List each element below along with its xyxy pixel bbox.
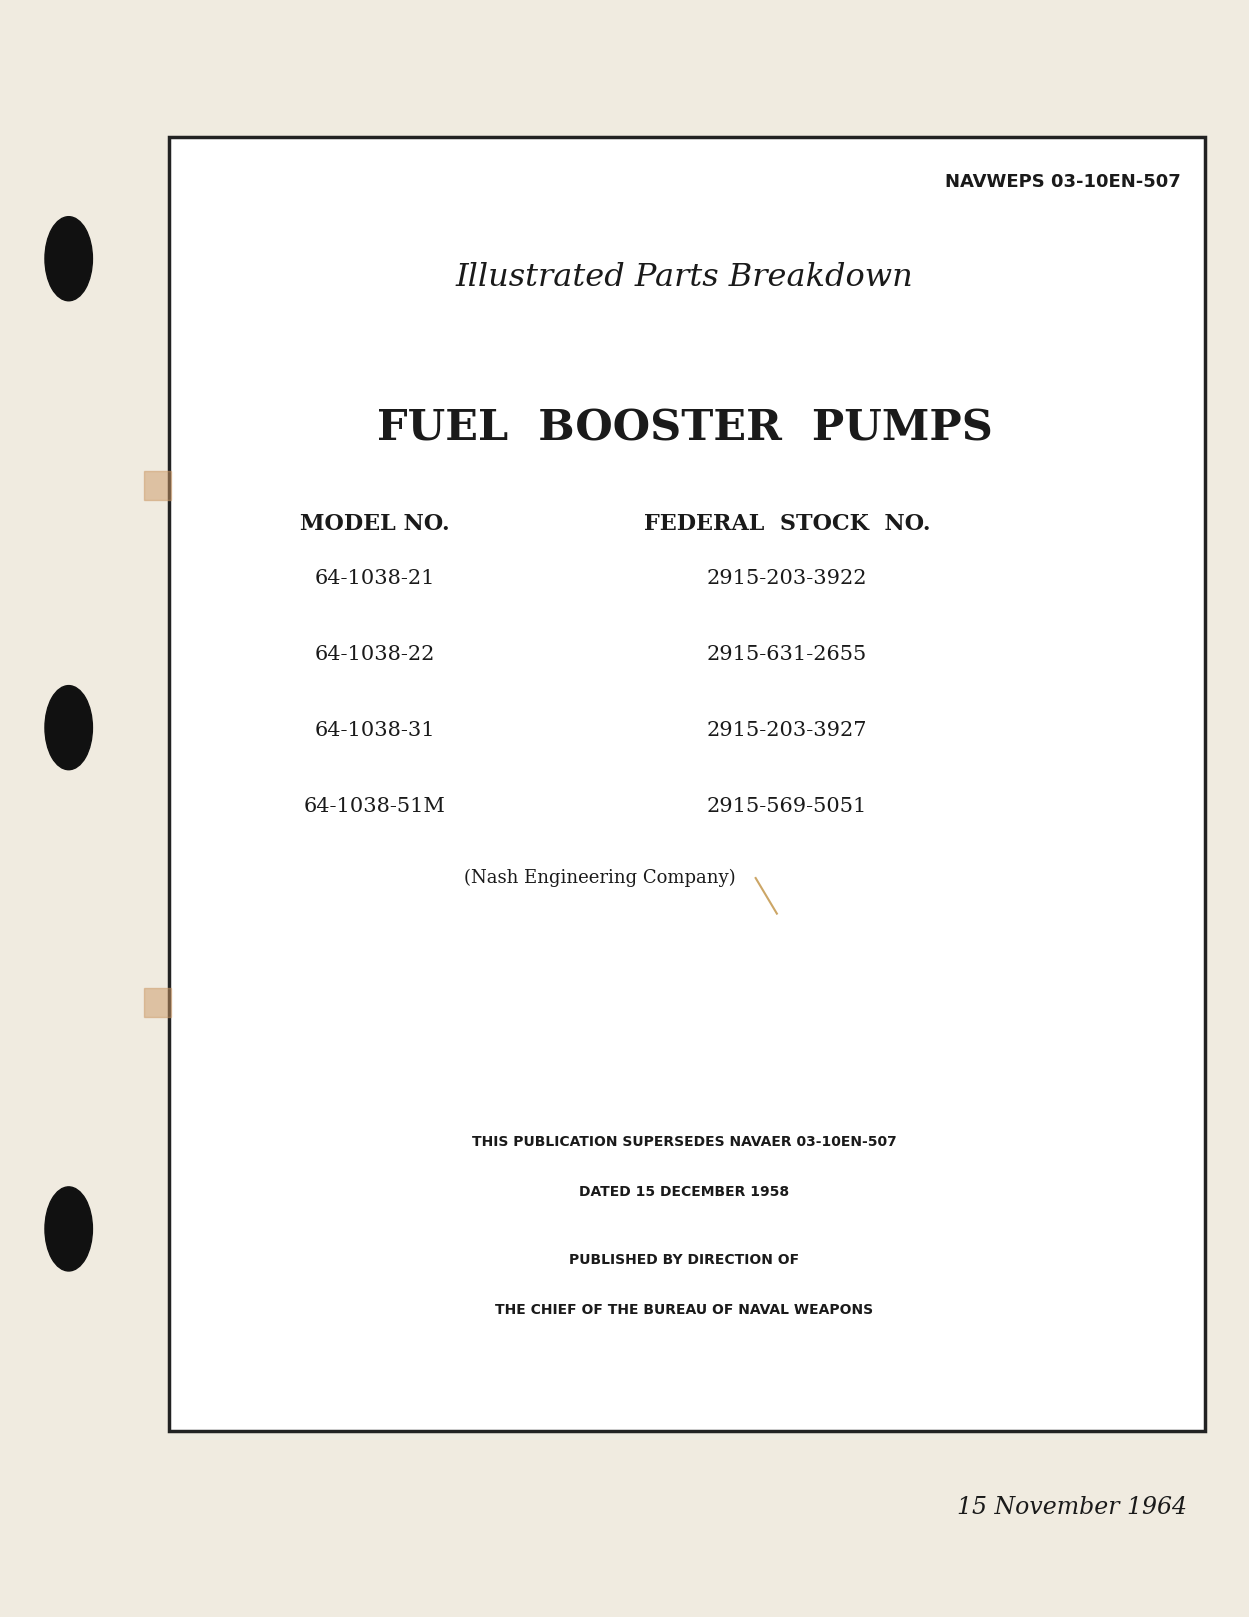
Text: THIS PUBLICATION SUPERSEDES NAVAER 03-10EN-507: THIS PUBLICATION SUPERSEDES NAVAER 03-10… (472, 1135, 897, 1150)
Text: (Nash Engineering Company): (Nash Engineering Company) (463, 868, 736, 886)
Text: DATED 15 DECEMBER 1958: DATED 15 DECEMBER 1958 (580, 1185, 789, 1200)
Bar (144, 988, 171, 1017)
Text: 15 November 1964: 15 November 1964 (957, 1496, 1187, 1518)
Text: PUBLISHED BY DIRECTION OF: PUBLISHED BY DIRECTION OF (570, 1253, 799, 1268)
Text: Illustrated Parts Breakdown: Illustrated Parts Breakdown (456, 262, 913, 293)
Text: 64-1038-21: 64-1038-21 (315, 569, 435, 589)
Ellipse shape (45, 1187, 92, 1271)
Ellipse shape (45, 217, 92, 301)
Text: 64-1038-31: 64-1038-31 (315, 721, 435, 741)
Bar (169, 137, 1205, 1431)
Text: THE CHIEF OF THE BUREAU OF NAVAL WEAPONS: THE CHIEF OF THE BUREAU OF NAVAL WEAPONS (496, 1303, 873, 1318)
Text: 64-1038-22: 64-1038-22 (315, 645, 435, 665)
Text: NAVWEPS 03-10EN-507: NAVWEPS 03-10EN-507 (944, 173, 1180, 191)
Text: 2915-569-5051: 2915-569-5051 (707, 797, 867, 817)
Text: 2915-203-3927: 2915-203-3927 (707, 721, 867, 741)
Text: MODEL NO.: MODEL NO. (300, 513, 450, 535)
Ellipse shape (45, 686, 92, 770)
Text: 2915-631-2655: 2915-631-2655 (707, 645, 867, 665)
Bar (144, 471, 171, 500)
Text: 64-1038-51M: 64-1038-51M (304, 797, 446, 817)
Text: FUEL  BOOSTER  PUMPS: FUEL BOOSTER PUMPS (376, 407, 993, 450)
Text: FEDERAL  STOCK  NO.: FEDERAL STOCK NO. (643, 513, 931, 535)
Text: 2915-203-3922: 2915-203-3922 (707, 569, 867, 589)
